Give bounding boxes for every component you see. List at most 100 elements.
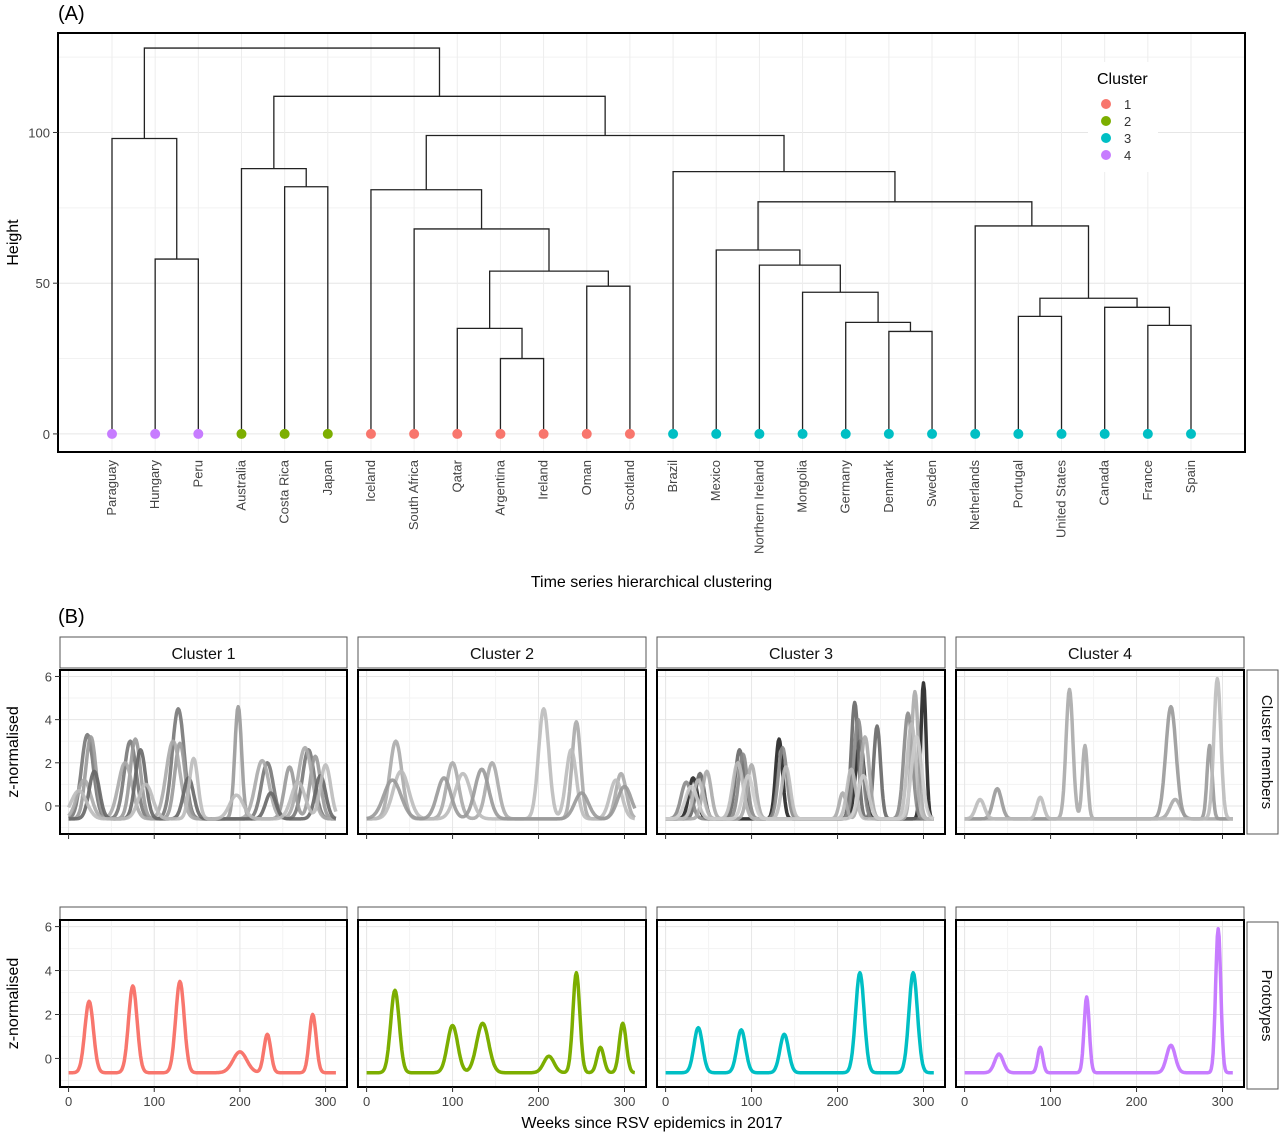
x-tick-label: 0 [662, 1094, 669, 1109]
y-tick-label: 0 [45, 799, 52, 814]
leaf-label: Paraguay [104, 460, 119, 516]
dendrogram-branch [757, 201, 1033, 251]
x-axis-title: Time series hierarchical clustering [531, 574, 772, 591]
leaf-point [927, 428, 938, 439]
leaf-point [193, 428, 204, 439]
dendrogram-branch [489, 270, 609, 329]
x-tick-label: 300 [614, 1094, 636, 1109]
dendrogram-branch [715, 249, 801, 434]
member-series-line [67, 756, 338, 821]
leaf-point [452, 428, 463, 439]
y-tick-label: 4 [45, 964, 52, 979]
facet-strip [357, 636, 647, 669]
facet-strip-label: Cluster 1 [171, 646, 235, 663]
legend-swatch [1101, 116, 1111, 126]
leaf-point [365, 428, 376, 439]
dendrogram-branch [273, 95, 606, 169]
leaf-point [107, 428, 117, 439]
member-series-line [963, 687, 1234, 821]
dendrogram-branch [974, 225, 1090, 434]
legend-swatch [1101, 150, 1111, 160]
x-tick-label: 0 [961, 1094, 968, 1109]
facet-strip [955, 906, 1245, 921]
leaf-label: Iceland [363, 460, 378, 502]
y-tick-label: 100 [28, 125, 50, 140]
y-tick-label: 6 [45, 920, 52, 935]
leaf-label: Sweden [924, 460, 939, 507]
leaf-label: Peru [190, 460, 205, 487]
leaf-label: Argentina [492, 459, 507, 515]
facet-border [357, 669, 647, 835]
facet-border [59, 669, 348, 835]
leaf-label: Japan [320, 460, 335, 495]
leaf-label: South Africa [406, 459, 421, 530]
dendrogram-branch [111, 137, 178, 434]
x-tick-label: 100 [1040, 1094, 1062, 1109]
panel-b-label: (B) [58, 606, 85, 628]
leaf-point [1099, 428, 1110, 439]
dendrogram-branch [672, 171, 896, 434]
leaf-point [970, 428, 981, 439]
y-axis-title: z-normalised [5, 706, 22, 798]
legend-label: 4 [1124, 148, 1131, 163]
facet-strip [59, 906, 348, 921]
leaf-label: Qatar [449, 459, 464, 492]
y-tick-label: 6 [45, 669, 52, 684]
facet-strip [656, 636, 946, 669]
dendrogram-branch [1017, 315, 1063, 434]
row-strip-label: Cluster members [1258, 695, 1275, 809]
dendrogram-branch [425, 134, 785, 190]
legend-swatch [1101, 99, 1111, 109]
y-tick-label: 50 [36, 276, 50, 291]
dendrogram-branch [801, 291, 879, 434]
leaf-point [322, 428, 333, 439]
facet-border [955, 919, 1245, 1088]
x-tick-label: 300 [315, 1094, 337, 1109]
dendrogram-branch [413, 228, 550, 434]
x-tick-label: 100 [442, 1094, 464, 1109]
legend-swatch [1101, 133, 1111, 143]
leaf-label: Spain [1183, 460, 1198, 493]
prototype-facet: 0 100 200 300 [955, 919, 1245, 1109]
members-facet [357, 669, 647, 839]
facet-strip-label: Cluster 2 [470, 646, 534, 663]
x-tick-label: 0 [363, 1094, 370, 1109]
facet-strip [955, 636, 1245, 669]
row-strip [1246, 669, 1279, 835]
leaf-label: Hungary [147, 460, 162, 510]
dendrogram-branch [845, 321, 912, 434]
member-series-line [365, 720, 636, 821]
y-axis-title: z-normalised [5, 958, 22, 1050]
facet-strip-label: Cluster 3 [769, 646, 833, 663]
leaf-point [581, 428, 592, 439]
leaf-point [883, 428, 894, 439]
legend-box [1088, 62, 1158, 172]
x-tick-label: 100 [143, 1094, 165, 1109]
prototype-series-line [664, 970, 935, 1075]
x-tick-label: 300 [913, 1094, 935, 1109]
leaf-point [1013, 428, 1024, 439]
legend-label: 2 [1124, 114, 1131, 129]
facet-border [59, 919, 348, 1088]
legend-title: Cluster [1097, 71, 1148, 88]
leaf-point [279, 428, 290, 439]
leaf-label: Mongolia [795, 459, 810, 513]
x-axis-title: Weeks since RSV epidemics in 2017 [521, 1115, 782, 1132]
members-facet [656, 669, 946, 839]
x-tick-label: 100 [741, 1094, 763, 1109]
leaf-label: Mexico [708, 460, 723, 501]
leaf-label: Oman [579, 460, 594, 495]
prototype-facet: 0 100 200 300 0 2 4 6 [45, 919, 348, 1109]
facet-border [955, 669, 1245, 835]
facet-border [656, 919, 946, 1088]
leaf-point [538, 428, 549, 439]
members-facet: 0 2 4 6 [45, 669, 348, 839]
leaf-point [754, 428, 765, 439]
legend-label: 1 [1124, 97, 1131, 112]
dendrogram-branch [1147, 324, 1192, 434]
leaf-label: Denmark [881, 460, 896, 513]
prototype-series-line [963, 927, 1234, 1075]
members-facet [955, 669, 1245, 839]
leaf-point [711, 428, 722, 439]
